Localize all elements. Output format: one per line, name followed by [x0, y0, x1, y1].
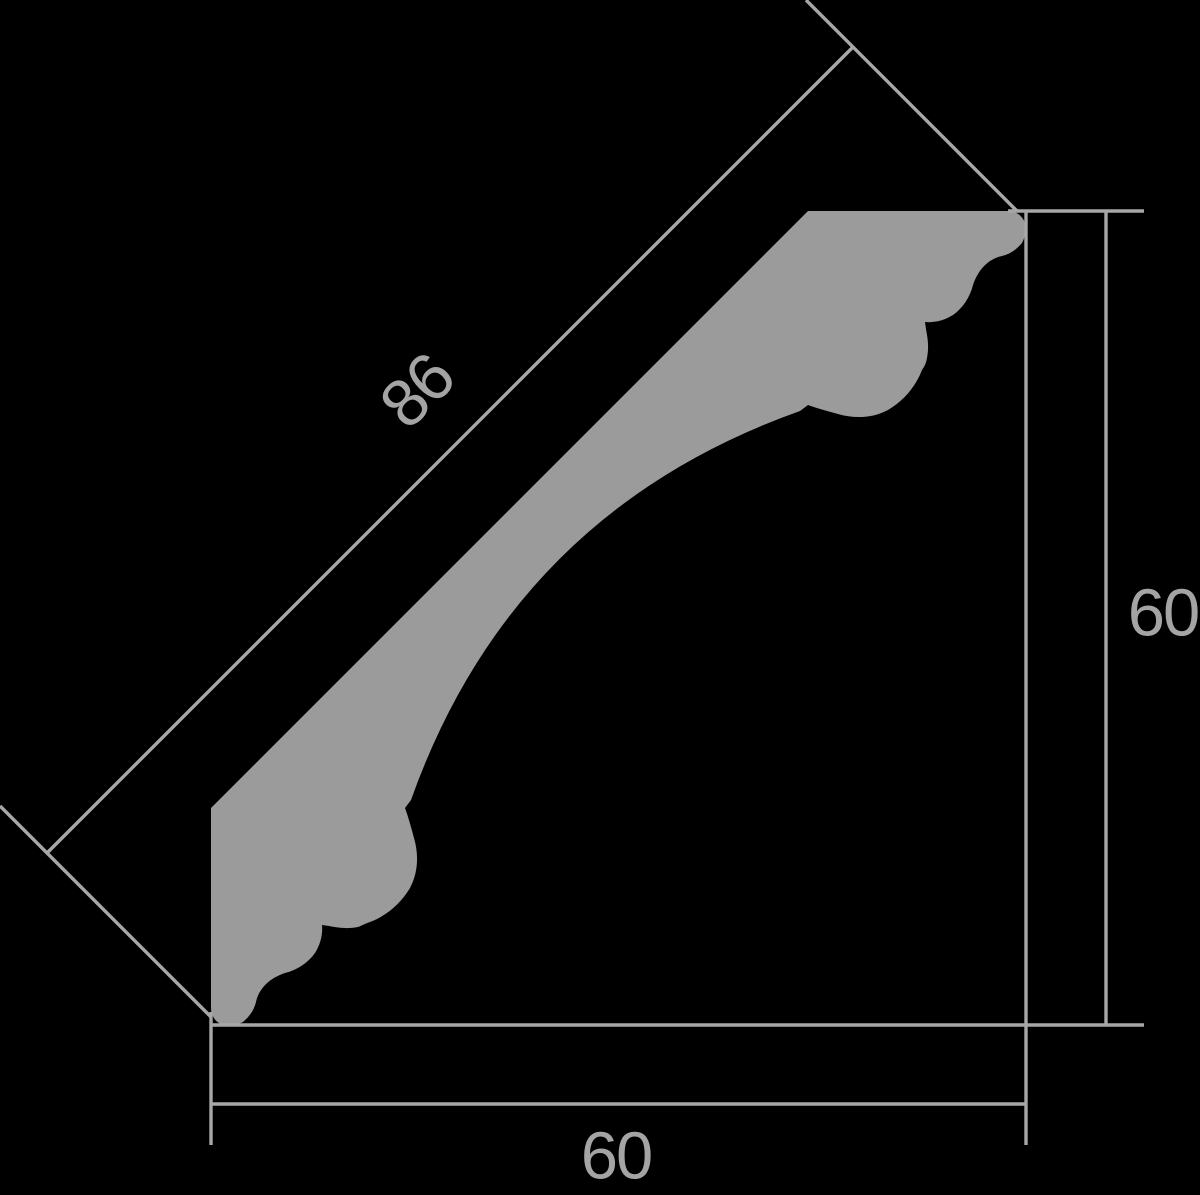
dim-line-diagonal-86 — [45, 45, 855, 855]
dim-label-width-60: 60 — [581, 1119, 652, 1194]
molding-profile-shape — [211, 211, 1026, 1026]
dim-label-diagonal-86: 86 — [366, 340, 469, 443]
ext-line-diagonal-top — [804, 0, 1019, 213]
dim-label-height-60: 60 — [1128, 576, 1199, 651]
ext-line-diagonal-bottom — [0, 804, 213, 1019]
